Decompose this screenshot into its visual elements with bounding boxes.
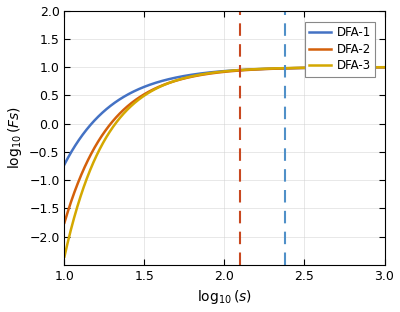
Line: DFA-3: DFA-3 (64, 67, 384, 256)
DFA-3 (373, 65, 378, 69)
DFA-3 (218, 70, 222, 74)
DFA-2 (78, 174, 83, 178)
DFA-3 (373, 65, 378, 69)
DFA-1 (78, 135, 83, 139)
DFA-2 (373, 66, 378, 69)
DFA-3 (62, 255, 67, 258)
DFA-3 (382, 65, 387, 69)
DFA-1 (382, 66, 387, 69)
Line: DFA-1: DFA-1 (64, 67, 384, 164)
DFA-1 (373, 66, 378, 69)
DFA-1 (209, 71, 214, 74)
DFA-2 (314, 66, 319, 70)
DFA-3 (209, 71, 214, 75)
DFA-1 (218, 70, 222, 73)
X-axis label: $\log_{10}(s)$: $\log_{10}(s)$ (197, 289, 252, 306)
Y-axis label: $\log_{10}(Fs)$: $\log_{10}(Fs)$ (6, 106, 24, 169)
DFA-3 (314, 66, 319, 70)
DFA-1 (373, 66, 378, 69)
DFA-2 (373, 66, 378, 69)
DFA-1 (62, 163, 67, 166)
Legend: DFA-1, DFA-2, DFA-3: DFA-1, DFA-2, DFA-3 (304, 22, 376, 77)
DFA-1 (314, 66, 319, 70)
DFA-3 (78, 194, 83, 197)
DFA-2 (382, 66, 387, 69)
DFA-2 (209, 71, 214, 75)
DFA-2 (218, 71, 222, 74)
Line: DFA-2: DFA-2 (64, 67, 384, 223)
DFA-2 (62, 221, 67, 225)
